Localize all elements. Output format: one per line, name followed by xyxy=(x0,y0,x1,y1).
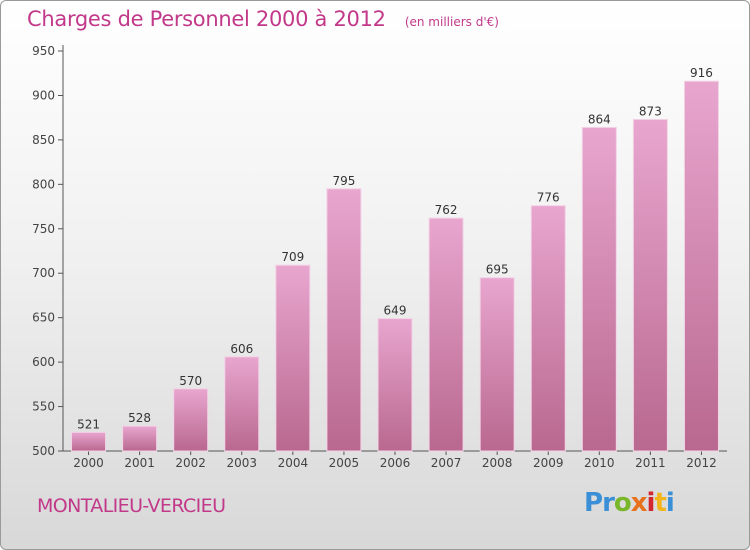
bar-2002 xyxy=(173,388,209,452)
x-tick-label-2005: 2005 xyxy=(329,456,360,470)
bar-2008 xyxy=(479,277,515,452)
axes: 500 550 600 650 700 750 800 850 900 950 2000 2001 20… xyxy=(32,44,727,470)
value-label-2003: 606 xyxy=(230,342,253,356)
y-tick-label: 600 xyxy=(32,355,55,369)
bar-2007 xyxy=(428,217,464,452)
x-tick-label-2006: 2006 xyxy=(380,456,411,470)
logo-letter: i xyxy=(646,488,656,518)
bars xyxy=(71,80,719,452)
data-labels: 521 528 570 606 709 795 649 762 695 776 864 873 916 xyxy=(77,66,713,431)
value-label-2005: 795 xyxy=(332,174,355,188)
x-tick-label-2009: 2009 xyxy=(533,456,564,470)
bar-2000 xyxy=(71,431,107,452)
value-label-2006: 649 xyxy=(384,304,407,318)
bar-2011 xyxy=(632,118,668,452)
logo-letter: x xyxy=(630,488,648,518)
value-label-2009: 776 xyxy=(537,191,560,205)
y-tick-label: 550 xyxy=(32,400,55,414)
logo-letter: P xyxy=(584,488,603,518)
value-label-2000: 521 xyxy=(77,417,100,431)
y-tick-label: 650 xyxy=(32,311,55,325)
y-tick-label: 850 xyxy=(32,133,55,147)
commune-name: MONTALIEU-VERCIEU xyxy=(37,495,226,517)
y-tick-label: 800 xyxy=(32,177,55,191)
chart-title: Charges de Personnel 2000 à 2012 xyxy=(27,7,386,31)
x-tick-label-2012: 2012 xyxy=(686,456,717,470)
value-label-2001: 528 xyxy=(128,411,151,425)
x-tick-label-2002: 2002 xyxy=(175,456,206,470)
y-tick-label: 900 xyxy=(32,88,55,102)
logo-letter: o xyxy=(613,488,632,518)
title-row: Charges de Personnel 2000 à 2012 (en mil… xyxy=(27,7,499,31)
value-label-2008: 695 xyxy=(486,263,509,277)
logo-letter: r xyxy=(602,488,615,518)
bar-2003 xyxy=(224,356,260,452)
bar-2009 xyxy=(530,205,566,452)
bar-2006 xyxy=(377,318,413,452)
logo-letter: i xyxy=(665,488,675,518)
value-label-2012: 916 xyxy=(690,66,713,80)
x-tick-label-2011: 2011 xyxy=(635,456,666,470)
bar-2004 xyxy=(275,264,311,452)
value-label-2004: 709 xyxy=(281,250,304,264)
x-tick-label-2007: 2007 xyxy=(431,456,462,470)
value-label-2007: 762 xyxy=(435,203,458,217)
bar-2012 xyxy=(683,80,719,452)
bar-2005 xyxy=(326,188,362,452)
x-tick-label-2008: 2008 xyxy=(482,456,513,470)
y-tick-label: 700 xyxy=(32,266,55,280)
x-tick-label-2000: 2000 xyxy=(73,456,104,470)
logo-letter: t xyxy=(654,488,666,518)
bar-2010 xyxy=(581,126,617,452)
proxiti-logo: Proxiti xyxy=(584,488,675,518)
value-label-2002: 570 xyxy=(179,374,202,388)
x-tick-label-2004: 2004 xyxy=(278,456,309,470)
value-label-2010: 864 xyxy=(588,112,611,126)
bar-2001 xyxy=(122,425,158,452)
x-tick-label-2003: 2003 xyxy=(226,456,257,470)
x-tick-label-2001: 2001 xyxy=(124,456,155,470)
y-tick-label: 750 xyxy=(32,222,55,236)
x-tick-label-2010: 2010 xyxy=(584,456,615,470)
chart-subtitle: (en milliers d'€) xyxy=(404,15,499,29)
value-label-2011: 873 xyxy=(639,104,662,118)
y-tick-label: 500 xyxy=(32,444,55,458)
y-tick-label: 950 xyxy=(32,44,55,58)
